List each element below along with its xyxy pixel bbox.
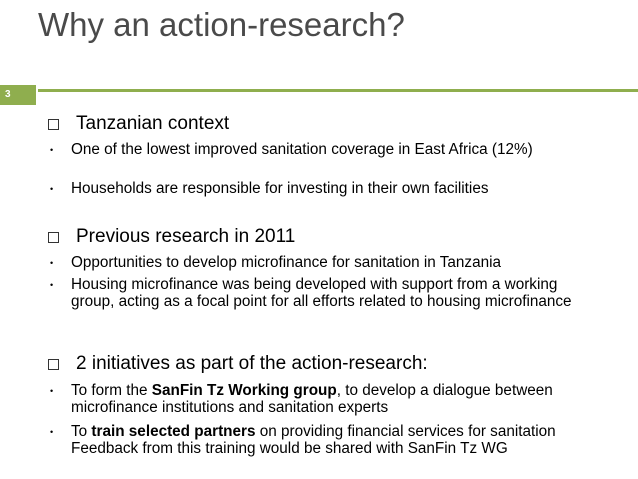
- bullet-text-pre: To: [71, 423, 92, 440]
- bullet-text-bold: SanFin Tz Working group: [151, 382, 337, 399]
- bullet-text: Housing microfinance was being developed…: [71, 276, 572, 310]
- bullet-dot-icon: •: [50, 386, 54, 396]
- section-heading-text: Previous research in 2011: [76, 226, 296, 247]
- bullet-text: To train selected partners on providing …: [71, 423, 591, 457]
- bullet-text: Households are responsible for investing…: [71, 180, 489, 197]
- slide-title: Why an action-research?: [38, 6, 405, 43]
- checkbox-square-icon: [48, 358, 59, 370]
- section-heading: Tanzanian context: [48, 113, 229, 135]
- bullet-dot-icon: •: [50, 280, 54, 290]
- checkbox-square-icon: [48, 118, 59, 130]
- bullet-text-pre: To form the: [71, 382, 152, 399]
- bullet-text-bold: train selected partners: [91, 423, 256, 440]
- bullet-text: Opportunities to develop microfinance fo…: [71, 254, 501, 271]
- bullet-text-post: , to develop a dialogue between microfin…: [71, 382, 553, 416]
- bullet-text: One of the lowest improved sanitation co…: [71, 141, 533, 158]
- section-heading-text: 2 initiatives as part of the action-rese…: [76, 353, 428, 374]
- section-heading: Previous research in 2011: [48, 226, 295, 248]
- bullet-dot-icon: •: [50, 427, 54, 437]
- bullet-dot-icon: •: [50, 258, 54, 268]
- checkbox-square-icon: [48, 231, 59, 243]
- section-heading-text: Tanzanian context: [76, 113, 230, 134]
- title-rule: [38, 89, 638, 92]
- slide-number: 3: [0, 85, 36, 105]
- bullet-text: To form the SanFin Tz Working group, to …: [71, 382, 591, 416]
- bullet-text-post: on providing financial services for sani…: [71, 423, 556, 457]
- bullet-dot-icon: •: [50, 184, 54, 194]
- bullet-dot-icon: •: [50, 145, 54, 155]
- section-heading: 2 initiatives as part of the action-rese…: [48, 353, 428, 375]
